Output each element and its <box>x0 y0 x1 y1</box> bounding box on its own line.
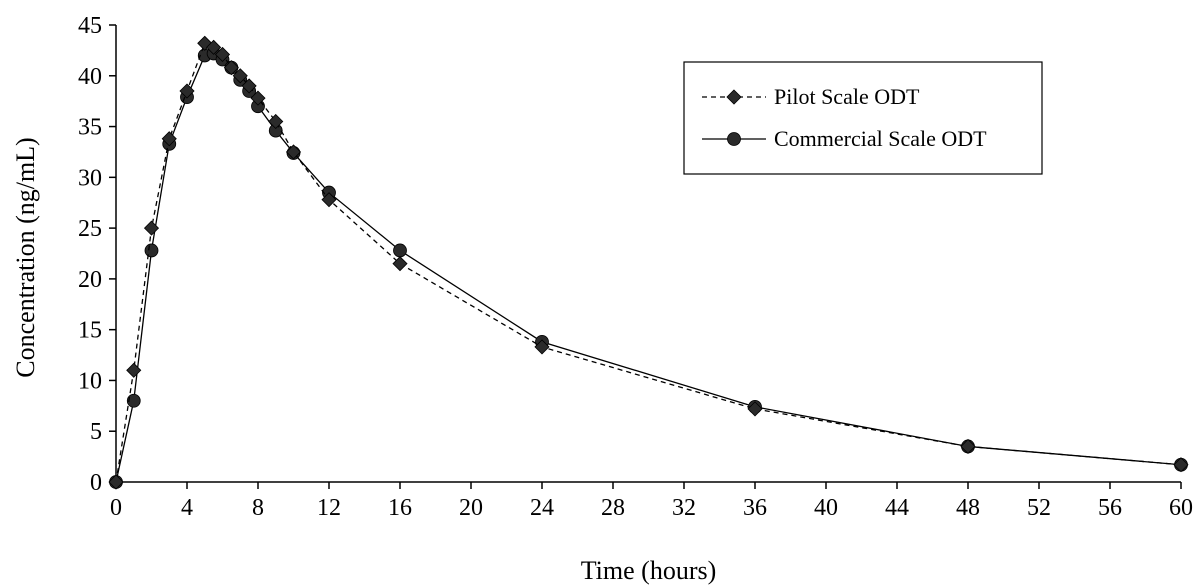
x-tick-label: 4 <box>181 495 193 521</box>
legend-entries: Pilot Scale ODT Commercial Scale ODT <box>702 84 987 151</box>
x-tick-label: 8 <box>252 495 264 521</box>
y-tick-label: 35 <box>78 115 102 141</box>
data-point <box>534 339 550 355</box>
x-tick-label: 0 <box>110 495 122 521</box>
data-point <box>285 144 302 160</box>
data-point <box>321 192 337 208</box>
x-tick-label: 60 <box>1169 495 1193 521</box>
y-ticks: 0 5 10 15 20 25 30 35 40 45 <box>78 13 116 496</box>
x-ticks: 0 4 8 12 16 20 24 28 32 36 40 44 48 52 56 60 <box>110 482 1193 521</box>
y-tick-label: 15 <box>78 318 102 344</box>
data-point <box>1173 457 1189 473</box>
data-point <box>161 131 177 147</box>
x-tick-label: 20 <box>459 495 483 521</box>
x-tick-label: 40 <box>814 495 838 521</box>
x-tick-label: 48 <box>956 495 980 521</box>
y-tick-label: 45 <box>78 13 102 39</box>
y-tick-label: 40 <box>78 64 102 90</box>
data-point <box>143 220 160 236</box>
legend-entry: Commercial Scale ODT <box>702 126 987 151</box>
x-tick-label: 28 <box>601 495 625 521</box>
x-tick-label: 24 <box>530 495 554 521</box>
series-pilot <box>108 35 1189 490</box>
data-point <box>108 474 124 490</box>
legend: Pilot Scale ODT Commercial Scale ODT <box>683 61 1043 175</box>
y-axis-label: Concentration (ng/mL) <box>11 137 40 377</box>
legend-box <box>683 61 1043 175</box>
legend-entry: Pilot Scale ODT <box>702 84 920 109</box>
y-tick-label: 30 <box>78 165 102 191</box>
axes <box>115 25 1181 483</box>
series-layer <box>108 35 1189 490</box>
x-tick-label: 12 <box>317 495 341 521</box>
y-tick-label: 25 <box>78 216 102 242</box>
data-point <box>393 243 407 258</box>
x-tick-label: 44 <box>885 495 909 521</box>
y-tick-label: 10 <box>78 368 102 394</box>
data-point <box>960 438 976 455</box>
x-tick-label: 52 <box>1027 495 1051 521</box>
x-tick-label: 16 <box>388 495 412 521</box>
x-tick-label: 56 <box>1098 495 1122 521</box>
data-point <box>214 46 231 63</box>
x-tick-label: 32 <box>672 495 696 521</box>
data-point <box>268 113 284 130</box>
legend-marker <box>726 89 742 105</box>
x-tick-label: 36 <box>743 495 767 521</box>
data-point <box>392 256 408 272</box>
y-tick-label: 0 <box>90 470 102 496</box>
data-point <box>232 68 248 84</box>
x-axis-label: Time (hours) <box>581 556 717 585</box>
data-point <box>144 243 159 258</box>
data-point <box>206 39 222 55</box>
legend-label: Commercial Scale ODT <box>774 126 987 151</box>
data-point <box>126 393 141 408</box>
data-point <box>747 401 763 417</box>
y-tick-label: 20 <box>78 267 102 293</box>
data-point <box>126 362 142 378</box>
series-line <box>115 42 1182 483</box>
data-point <box>241 78 257 94</box>
legend-marker <box>727 132 741 146</box>
data-point <box>250 90 266 106</box>
data-point <box>223 60 239 76</box>
legend-label: Pilot Scale ODT <box>774 84 920 109</box>
y-tick-label: 5 <box>90 419 102 445</box>
data-point <box>179 83 195 99</box>
